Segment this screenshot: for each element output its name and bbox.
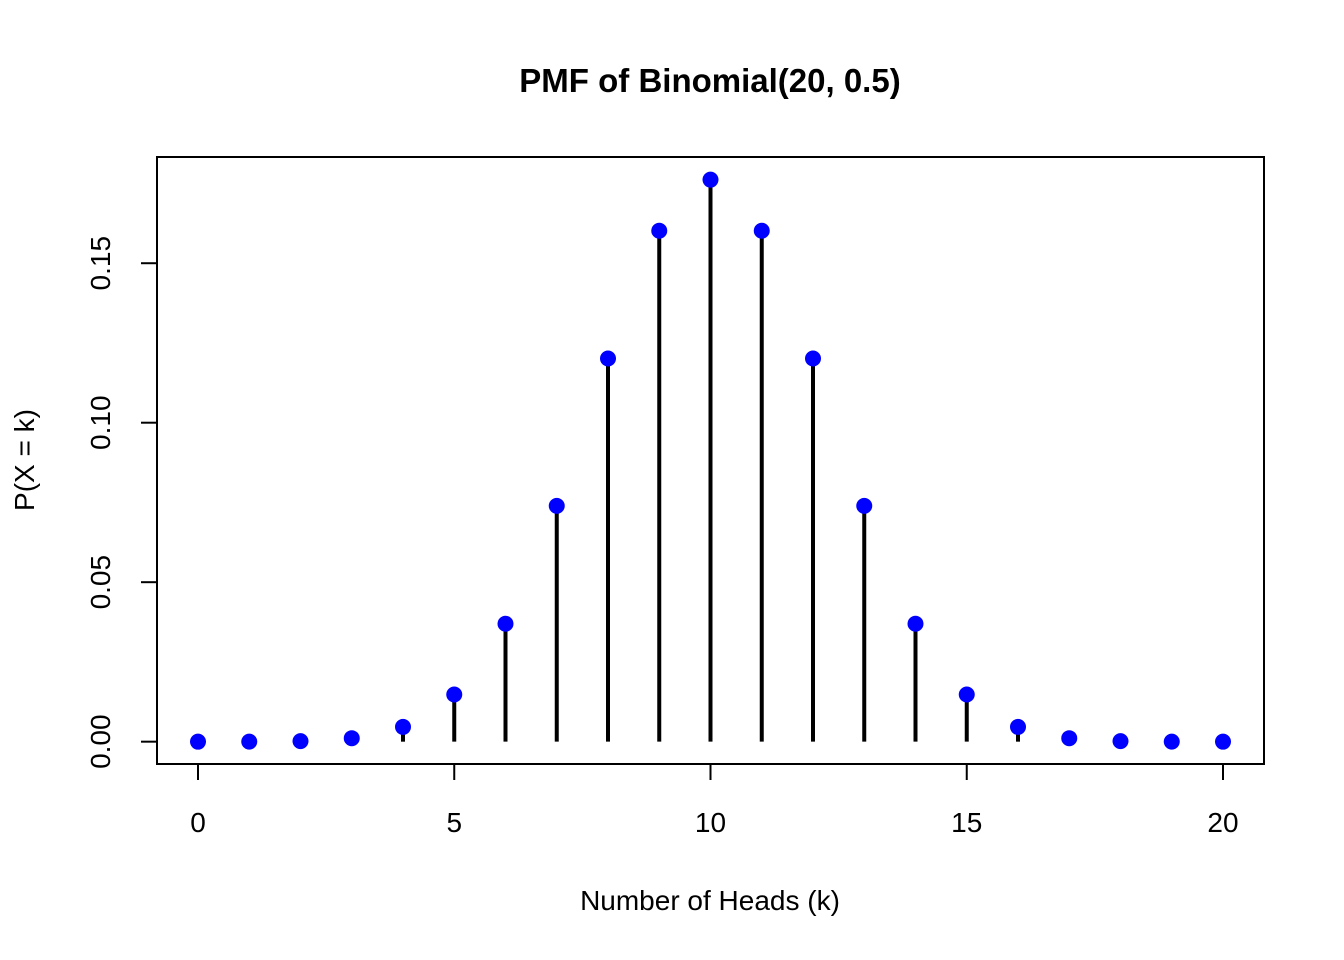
point-k20 bbox=[1215, 733, 1231, 750]
y-axis-label: P(X = k) bbox=[9, 409, 40, 511]
point-k19 bbox=[1163, 733, 1180, 750]
y-tick-label: 0.10 bbox=[85, 395, 116, 450]
point-k16 bbox=[1010, 718, 1026, 735]
point-k10 bbox=[702, 171, 719, 188]
points-group bbox=[190, 171, 1231, 750]
y-tick-label: 0.00 bbox=[85, 714, 116, 769]
point-k14 bbox=[907, 615, 924, 632]
y-tick-label: 0.05 bbox=[85, 555, 116, 610]
point-k1 bbox=[241, 733, 258, 750]
point-k2 bbox=[292, 733, 309, 750]
y-tick-label: 0.15 bbox=[85, 236, 116, 291]
x-tick-label: 10 bbox=[695, 807, 726, 838]
x-tick-label: 5 bbox=[446, 807, 462, 838]
chart-title: PMF of Binomial(20, 0.5) bbox=[519, 62, 900, 99]
x-tick-label: 20 bbox=[1207, 807, 1238, 838]
point-k8 bbox=[600, 350, 616, 367]
point-k3 bbox=[343, 730, 360, 747]
point-k15 bbox=[958, 686, 975, 703]
point-k4 bbox=[395, 718, 411, 735]
point-k0 bbox=[190, 733, 206, 750]
point-k13 bbox=[856, 497, 873, 514]
point-k9 bbox=[651, 222, 668, 239]
x-axis: 0 5 10 15 20 bbox=[190, 763, 1239, 838]
point-k11 bbox=[753, 222, 770, 239]
y-axis: 0.00 0.05 0.10 0.15 bbox=[85, 236, 158, 769]
point-k18 bbox=[1112, 733, 1129, 750]
point-k5 bbox=[446, 686, 463, 703]
point-k17 bbox=[1061, 730, 1078, 747]
x-axis-label: Number of Heads (k) bbox=[580, 885, 840, 916]
x-tick-label: 15 bbox=[951, 807, 982, 838]
point-k12 bbox=[805, 350, 821, 367]
point-k6 bbox=[497, 615, 514, 632]
point-k7 bbox=[548, 497, 565, 514]
x-tick-label: 0 bbox=[190, 807, 206, 838]
stems-group bbox=[196, 179, 1225, 742]
